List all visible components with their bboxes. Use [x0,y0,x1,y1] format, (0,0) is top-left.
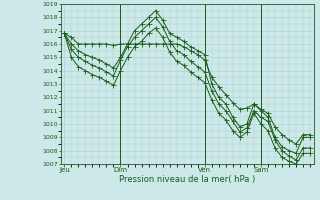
X-axis label: Pression niveau de la mer( hPa ): Pression niveau de la mer( hPa ) [119,175,255,184]
